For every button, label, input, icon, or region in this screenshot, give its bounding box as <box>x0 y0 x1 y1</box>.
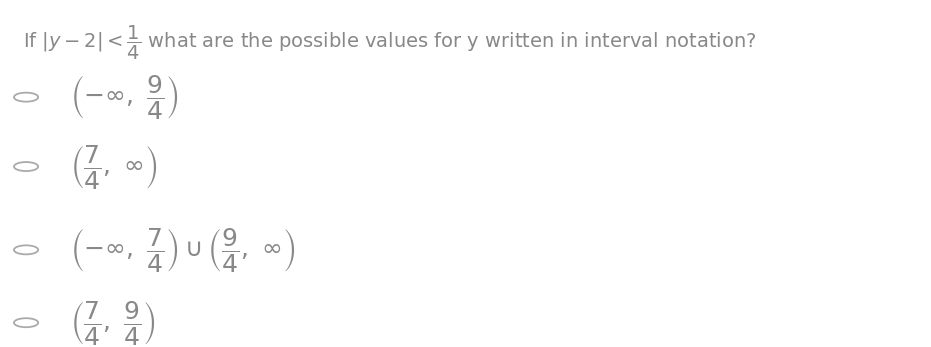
Text: $\left(-\infty,\ \dfrac{9}{4}\right)$: $\left(-\infty,\ \dfrac{9}{4}\right)$ <box>70 73 179 121</box>
Text: If $|y-2| < \dfrac{1}{4}$ what are the possible values for y written in interval: If $|y-2| < \dfrac{1}{4}$ what are the p… <box>23 24 757 62</box>
Text: $\left(\dfrac{7}{4},\ \dfrac{9}{4}\right)$: $\left(\dfrac{7}{4},\ \dfrac{9}{4}\right… <box>70 299 155 347</box>
Text: $\left(-\infty,\ \dfrac{7}{4}\right) \cup \left(\dfrac{9}{4},\ \infty\right)$: $\left(-\infty,\ \dfrac{7}{4}\right) \cu… <box>70 226 295 274</box>
Text: $\left(\dfrac{7}{4},\ \infty\right)$: $\left(\dfrac{7}{4},\ \infty\right)$ <box>70 143 157 191</box>
